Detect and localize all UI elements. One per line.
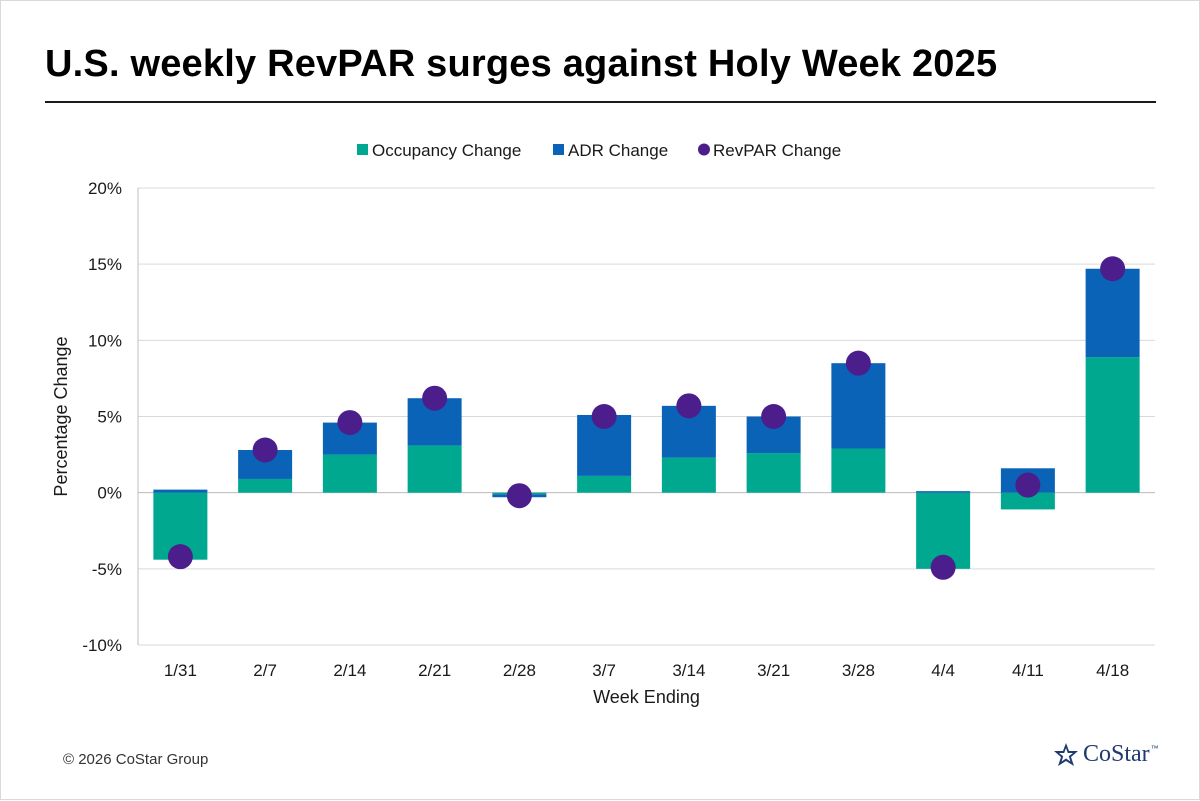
occupancy-bar	[407, 445, 462, 493]
adr-bar	[153, 489, 208, 493]
y-tick-label: 15%	[88, 255, 122, 274]
chart-title: U.S. weekly RevPAR surges against Holy W…	[45, 43, 998, 85]
legend-label: RevPAR Change	[713, 141, 841, 160]
x-tick-label: 3/21	[757, 661, 790, 680]
x-tick-label: 2/7	[253, 661, 277, 680]
x-tick-label: 2/14	[333, 661, 366, 680]
copyright-footer: © 2026 CoStar Group	[63, 751, 209, 768]
occupancy-bar	[1000, 492, 1055, 510]
revpar-point	[506, 483, 532, 509]
occupancy-bar	[1085, 357, 1140, 493]
x-tick-label: 3/14	[672, 661, 705, 680]
x-axis: 1/31 2/7 2/14 2/21 2/28 3/7 3/14 3/21 3/28 4/4 4/1…	[164, 661, 1129, 707]
y-tick-label: 5%	[97, 408, 122, 427]
x-tick-label: 4/18	[1096, 661, 1129, 680]
occupancy-bar	[661, 457, 716, 493]
y-tick-label: 10%	[88, 331, 122, 350]
adr-bar	[916, 491, 971, 493]
y-tick-label: -5%	[92, 560, 122, 579]
x-tick-label: 2/21	[418, 661, 451, 680]
adr-bar	[1085, 268, 1140, 358]
occupancy-bar	[238, 478, 293, 493]
revpar-point	[761, 404, 787, 429]
revpar-point	[930, 554, 956, 580]
x-tick-label: 4/11	[1012, 661, 1044, 680]
y-tick-label: -10%	[82, 636, 122, 655]
logo-trademark: ™	[1150, 744, 1159, 753]
revpar-markers	[167, 256, 1126, 580]
revpar-point	[422, 385, 448, 411]
bars	[153, 268, 1140, 569]
revpar-point	[676, 393, 702, 419]
adr-bar	[831, 363, 886, 449]
legend-label: ADR Change	[568, 141, 668, 160]
gridlines	[138, 187, 1155, 646]
x-tick-label: 4/4	[931, 661, 955, 680]
logo-text: CoStar	[1083, 741, 1150, 767]
x-tick-label: 3/7	[592, 661, 616, 680]
revpar-point	[252, 437, 278, 463]
revpar-point	[845, 350, 871, 376]
x-tick-label: 1/31	[164, 661, 197, 680]
y-axis: -10% -5% 0% 5% 10% 15% 20% Percentage Change	[51, 179, 139, 655]
occupancy-bar	[322, 454, 377, 493]
x-tick-label: 2/28	[503, 661, 536, 680]
costar-star-icon	[1054, 742, 1078, 766]
legend: Occupancy Change ADR Change RevPAR Change	[357, 141, 841, 160]
y-axis-title: Percentage Change	[51, 336, 71, 496]
legend-swatch	[357, 144, 368, 155]
occupancy-bar	[577, 475, 632, 493]
legend-marker	[698, 143, 710, 156]
x-tick-label: 3/28	[842, 661, 875, 680]
y-tick-label: 0%	[97, 484, 122, 503]
revpar-point	[1015, 472, 1041, 498]
occupancy-bar	[746, 453, 801, 493]
revpar-point	[167, 544, 193, 570]
y-tick-label: 20%	[88, 179, 122, 198]
revpar-point	[1100, 256, 1126, 282]
revpar-point	[337, 410, 363, 436]
costar-logo: CoStar ™	[1053, 741, 1159, 768]
title-divider	[45, 101, 1156, 103]
revpar-point	[591, 404, 617, 429]
x-axis-title: Week Ending	[593, 687, 700, 707]
legend-label: Occupancy Change	[372, 141, 521, 160]
occupancy-bar	[831, 448, 886, 493]
legend-swatch	[553, 144, 564, 155]
